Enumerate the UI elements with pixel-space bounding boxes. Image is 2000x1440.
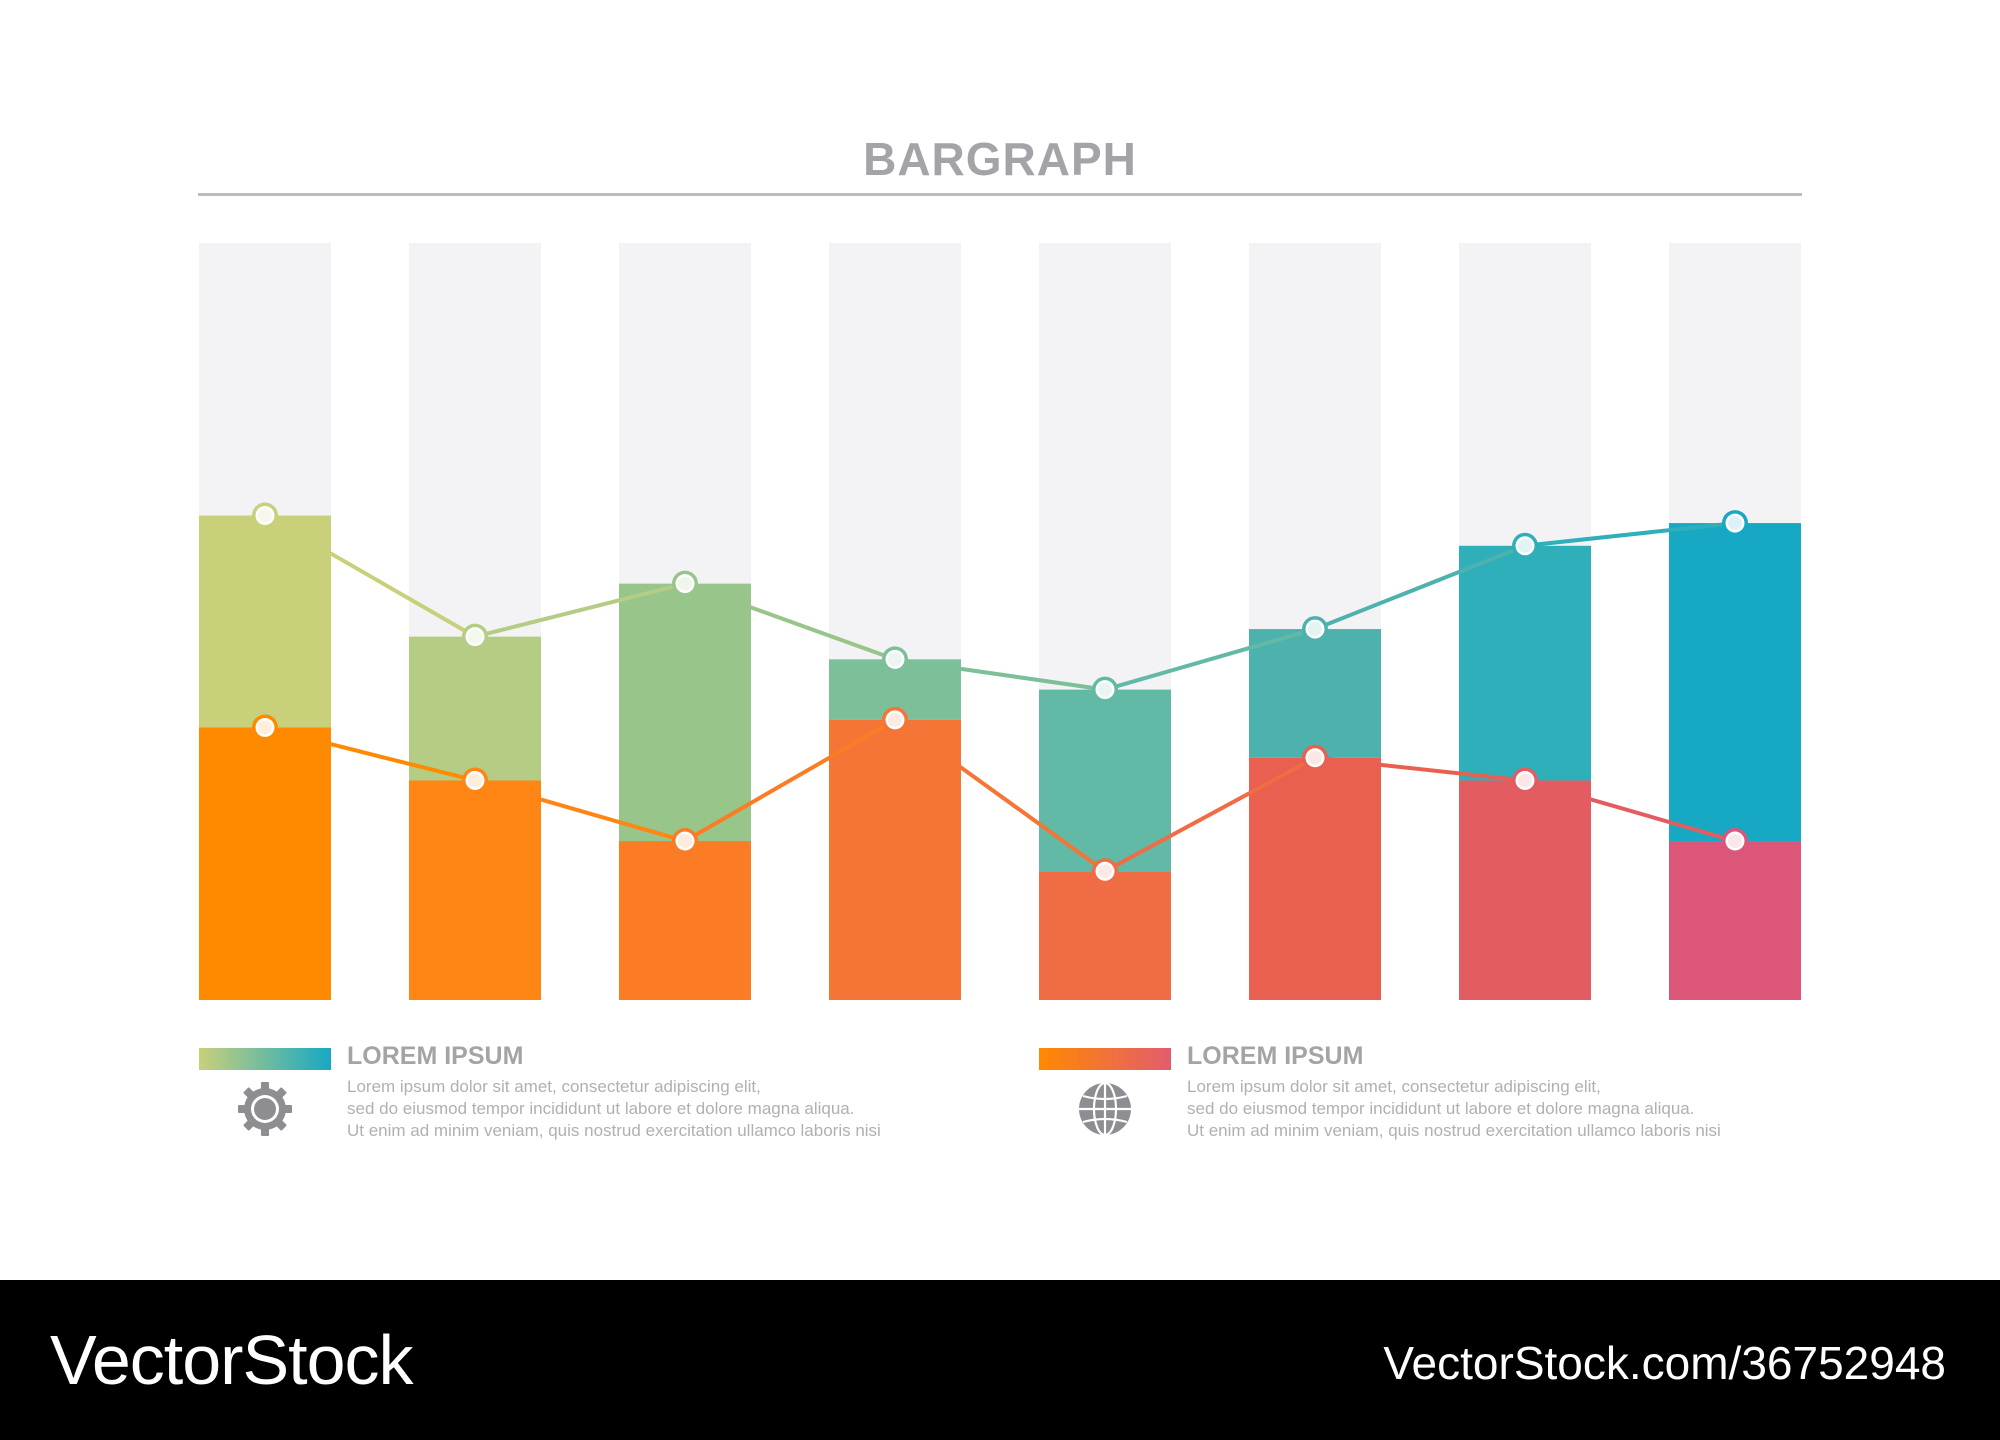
data-point-outline <box>465 770 485 790</box>
bar-chart: BARGRAPH LOREM IPSUM <box>198 133 1802 1190</box>
source-url: VectorStock.com/36752948 <box>1383 1337 1946 1389</box>
series-line-segment <box>1313 543 1527 632</box>
legend-line: sed do eiusmod tempor incididunt ut labo… <box>347 1099 855 1118</box>
series-line-segment <box>263 513 477 639</box>
data-point-outline <box>1095 861 1115 881</box>
series-line-segment <box>683 581 897 662</box>
bar-upper-segment <box>1459 545 1591 781</box>
series-line-segment <box>893 657 1107 692</box>
legend-title-secondary: LOREM IPSUM <box>1187 1042 1364 1070</box>
gear-icon <box>236 1080 294 1138</box>
bar-upper-segment <box>409 636 541 781</box>
data-point <box>1308 622 1322 637</box>
data-point-outline <box>885 649 905 669</box>
bar-lower-segment <box>1669 841 1801 1000</box>
series-line-segment <box>1103 755 1317 874</box>
bar-upper-segment <box>199 515 331 728</box>
bar-lower-segment <box>619 841 751 1000</box>
data-point-outline <box>1305 619 1325 639</box>
chart-plot <box>199 243 1801 1000</box>
data-point <box>1728 516 1742 531</box>
series-line-segment <box>263 725 477 783</box>
bar-lower-segment <box>1459 780 1591 1000</box>
bar-upper-segment <box>1249 629 1381 758</box>
data-point <box>1098 682 1112 697</box>
bar-upper-segment <box>1669 523 1801 842</box>
data-point <box>1518 773 1532 788</box>
data-point-outline <box>1725 513 1745 533</box>
series-line-segment <box>473 778 687 844</box>
title-divider <box>198 193 1802 196</box>
data-point <box>1518 538 1532 553</box>
data-point <box>678 576 692 591</box>
data-point-outline <box>255 506 275 526</box>
legend-item-secondary: LOREM IPSUM Lorem ipsum dolor sit amet, … <box>1039 1040 1799 1190</box>
series-line-segment <box>683 717 897 844</box>
bar-upper-segment <box>619 583 751 842</box>
data-point-outline <box>885 710 905 730</box>
bar-lower-segment <box>409 780 541 1000</box>
data-point-outline <box>1725 831 1745 851</box>
series-line-segment <box>473 581 687 639</box>
bar-lower-segment <box>199 727 331 1000</box>
data-point <box>468 773 482 788</box>
data-point <box>1308 750 1322 765</box>
legend-swatch-secondary <box>1039 1048 1171 1070</box>
data-point-outline <box>465 627 485 647</box>
legend-title-primary: LOREM IPSUM <box>347 1042 524 1070</box>
series-line-segment <box>1103 627 1317 692</box>
data-point-outline <box>675 831 695 851</box>
data-point <box>258 508 272 523</box>
watermark-footer: VectorStock VectorStock.com/36752948 <box>0 1280 2000 1440</box>
data-point <box>888 652 902 667</box>
data-point-outline <box>675 574 695 594</box>
series-line-segment <box>1523 778 1737 844</box>
data-point-outline <box>1515 536 1535 556</box>
data-point-outline <box>1095 680 1115 700</box>
data-point <box>258 720 272 735</box>
series-line-segment <box>1313 755 1527 783</box>
legend-description-secondary: Lorem ipsum dolor sit amet, consectetur … <box>1187 1076 1807 1142</box>
data-point <box>1728 834 1742 849</box>
legend-line: Ut enim ad minim veniam, quis nostrud ex… <box>1187 1121 1721 1140</box>
legend-line: Lorem ipsum dolor sit amet, consectetur … <box>1187 1077 1601 1096</box>
legend-line: Ut enim ad minim veniam, quis nostrud ex… <box>347 1121 881 1140</box>
bar-lower-segment <box>829 719 961 1000</box>
data-point <box>1098 864 1112 879</box>
series-line-segment <box>1523 521 1737 548</box>
data-point <box>888 712 902 727</box>
legend-line: sed do eiusmod tempor incididunt ut labo… <box>1187 1099 1695 1118</box>
data-point-outline <box>1515 770 1535 790</box>
brand-logo: VectorStock <box>50 1321 414 1399</box>
legend-description-primary: Lorem ipsum dolor sit amet, consectetur … <box>347 1076 967 1142</box>
legend-line: Lorem ipsum dolor sit amet, consectetur … <box>347 1077 761 1096</box>
legend-item-primary: LOREM IPSUM Lorem ipsum dolor <box>199 1040 959 1190</box>
chart-title: BARGRAPH <box>863 133 1137 185</box>
data-point <box>468 629 482 644</box>
bar-lower-segment <box>1249 757 1381 1000</box>
data-point-outline <box>255 717 275 737</box>
data-point <box>678 834 692 849</box>
bar-lower-segment <box>1039 871 1171 1000</box>
data-point-outline <box>1305 748 1325 768</box>
series-line-segment <box>893 717 1107 874</box>
globe-icon <box>1076 1080 1134 1138</box>
legend-swatch-primary <box>199 1048 331 1070</box>
